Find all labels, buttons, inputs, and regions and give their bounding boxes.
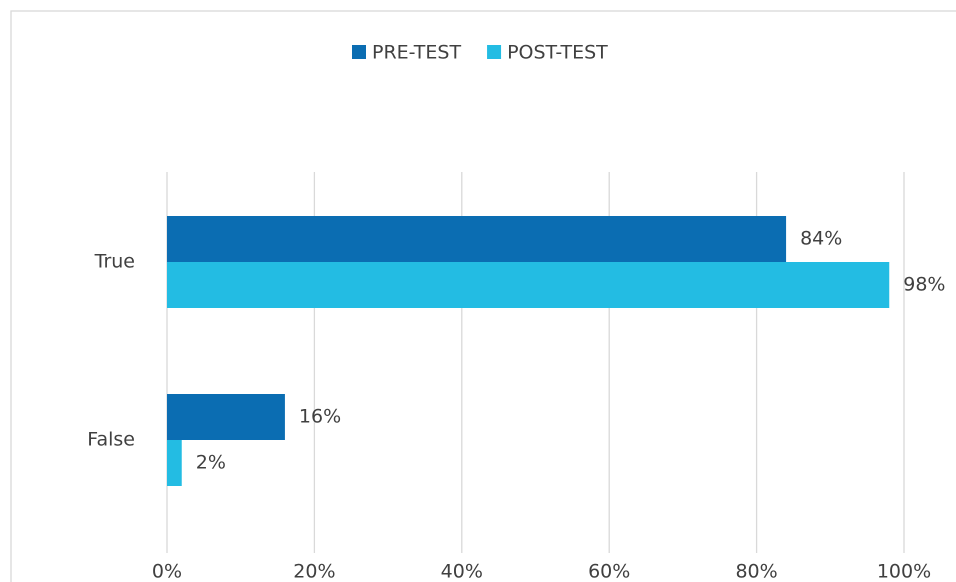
x-tick-label: 20% (293, 561, 335, 582)
data-label: 2% (196, 452, 226, 474)
bar (167, 440, 182, 486)
y-tick-label: True (94, 251, 135, 273)
x-tick-label: 0% (152, 561, 182, 582)
legend-label: POST-TEST (507, 42, 608, 64)
x-tick-label: 40% (441, 561, 483, 582)
data-label: 16% (299, 406, 341, 428)
y-tick-label: False (87, 429, 135, 451)
legend-swatch (487, 45, 502, 59)
x-tick-label: 100% (877, 561, 931, 582)
x-tick-label: 60% (588, 561, 630, 582)
bar (167, 394, 285, 440)
data-label: 98% (903, 274, 945, 296)
data-label: 84% (800, 228, 842, 250)
x-tick-label: 80% (735, 561, 777, 582)
bar (167, 216, 787, 262)
legend-swatch (352, 45, 366, 59)
legend-label: PRE-TEST (372, 42, 461, 64)
bar (167, 262, 890, 308)
